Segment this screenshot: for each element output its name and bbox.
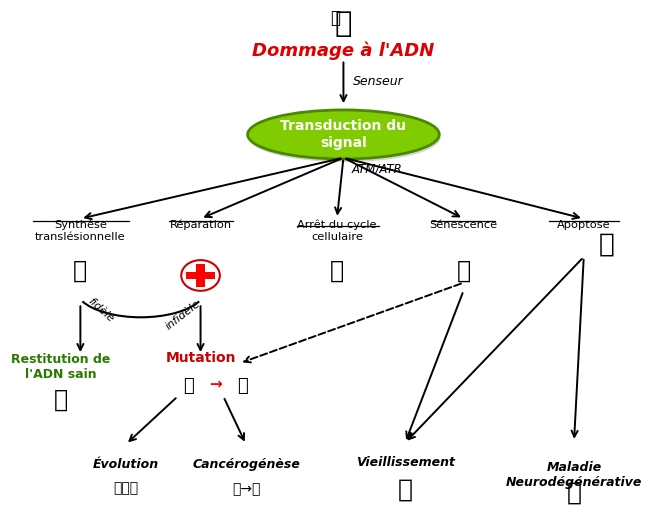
Text: 🚦: 🚦 [73, 258, 87, 282]
Text: Réparation: Réparation [170, 220, 231, 230]
Text: →: → [209, 377, 222, 392]
Text: 🧬: 🧬 [335, 10, 352, 39]
Text: 💥: 💥 [331, 9, 341, 27]
FancyBboxPatch shape [196, 264, 205, 287]
Text: Transduction du
signal: Transduction du signal [280, 120, 407, 150]
Text: Sénescence: Sénescence [429, 220, 498, 230]
Text: 🚶🏃🏇: 🚶🏃🏇 [113, 481, 138, 495]
Text: infidèle: infidèle [164, 298, 202, 331]
Text: Mutation: Mutation [165, 351, 236, 365]
Text: Vieillissement: Vieillissement [356, 456, 455, 469]
Text: 🦠: 🦠 [238, 377, 248, 395]
Circle shape [181, 260, 220, 291]
Text: Senseur: Senseur [352, 75, 403, 88]
Text: Arrêt du cycle
cellulaire: Arrêt du cycle cellulaire [297, 220, 376, 242]
Ellipse shape [249, 113, 441, 162]
Text: 🛑: 🛑 [330, 258, 344, 282]
Text: 🕐: 🕐 [398, 477, 413, 501]
Text: ✅: ✅ [54, 387, 68, 411]
Text: Évolution: Évolution [93, 458, 159, 471]
Text: Synthèse
translésionnelle: Synthèse translésionnelle [35, 220, 125, 242]
Text: Cancérogénèse: Cancérogénèse [192, 458, 300, 471]
Text: 💀: 💀 [599, 231, 615, 257]
FancyBboxPatch shape [187, 272, 215, 279]
Text: Dommage à l'ADN: Dommage à l'ADN [252, 41, 435, 60]
Ellipse shape [248, 110, 440, 159]
Text: ATM/ATR: ATM/ATR [352, 163, 403, 176]
Text: Maladie
Neurodégénérative: Maladie Neurodégénérative [506, 461, 642, 490]
Text: 🦠: 🦠 [183, 377, 194, 395]
Text: 🟢→🔴: 🟢→🔴 [231, 482, 260, 496]
Text: 🧠: 🧠 [566, 480, 582, 504]
Text: Restitution de
l'ADN sain: Restitution de l'ADN sain [11, 353, 111, 381]
Text: fidèle: fidèle [87, 296, 116, 325]
Text: Apoptose: Apoptose [557, 220, 611, 230]
Text: ⏳: ⏳ [456, 258, 470, 282]
